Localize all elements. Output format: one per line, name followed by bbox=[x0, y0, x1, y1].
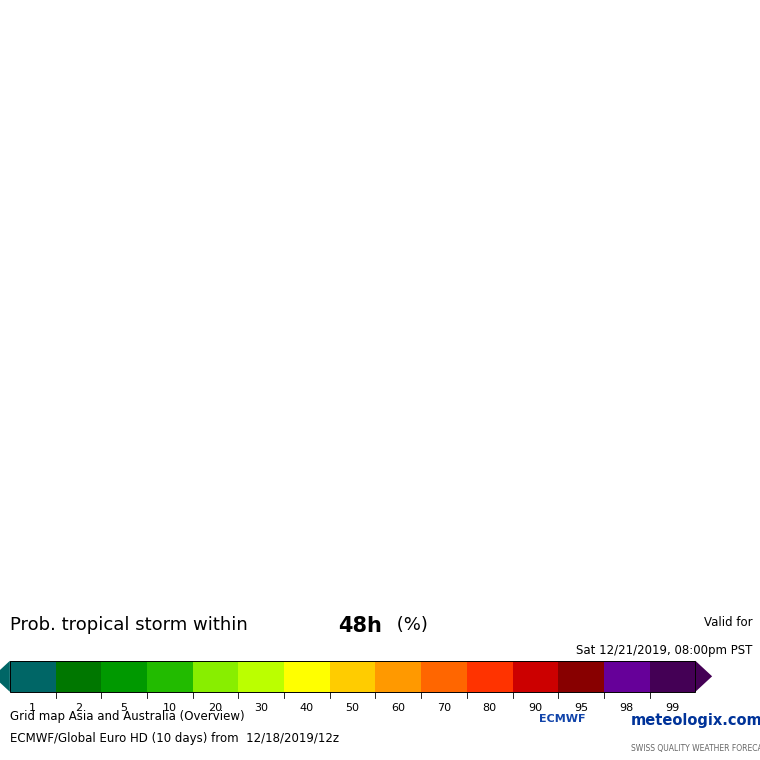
Bar bbox=[421, 660, 467, 692]
Text: 48h: 48h bbox=[338, 616, 382, 636]
Text: ECMWF: ECMWF bbox=[539, 714, 586, 724]
Text: 2: 2 bbox=[75, 703, 82, 713]
Polygon shape bbox=[0, 660, 10, 692]
Text: 5: 5 bbox=[121, 703, 128, 713]
Text: meteologix.com: meteologix.com bbox=[631, 714, 760, 729]
Bar bbox=[512, 660, 559, 692]
Bar bbox=[467, 660, 512, 692]
Text: 99: 99 bbox=[666, 703, 679, 713]
Bar bbox=[284, 660, 330, 692]
Text: 10: 10 bbox=[163, 703, 177, 713]
Text: Sat 12/21/2019, 08:00pm PST: Sat 12/21/2019, 08:00pm PST bbox=[576, 644, 752, 657]
Bar bbox=[239, 660, 284, 692]
Text: 50: 50 bbox=[346, 703, 359, 713]
Text: SWISS QUALITY WEATHER FORECASTING: SWISS QUALITY WEATHER FORECASTING bbox=[631, 745, 760, 753]
Text: 80: 80 bbox=[483, 703, 497, 713]
Bar bbox=[10, 660, 55, 692]
Bar bbox=[650, 660, 695, 692]
Bar bbox=[101, 660, 147, 692]
Text: Valid for: Valid for bbox=[704, 616, 752, 629]
Bar bbox=[559, 660, 604, 692]
Text: 95: 95 bbox=[574, 703, 588, 713]
Text: (%): (%) bbox=[391, 616, 429, 634]
Bar bbox=[604, 660, 650, 692]
Text: Prob. tropical storm within: Prob. tropical storm within bbox=[10, 616, 253, 634]
Bar bbox=[193, 660, 239, 692]
Bar bbox=[375, 660, 421, 692]
Bar bbox=[147, 660, 193, 692]
Text: 98: 98 bbox=[619, 703, 634, 713]
Text: 30: 30 bbox=[255, 703, 268, 713]
Bar bbox=[330, 660, 375, 692]
Text: 1: 1 bbox=[29, 703, 36, 713]
Text: This service is based on data and products of the European Centre for Medium-ran: This service is based on data and produc… bbox=[4, 7, 546, 15]
Text: Grid map Asia and Australia (Overview): Grid map Asia and Australia (Overview) bbox=[10, 711, 245, 724]
Text: 60: 60 bbox=[391, 703, 405, 713]
Bar bbox=[10, 660, 695, 692]
Polygon shape bbox=[695, 660, 712, 692]
Text: 20: 20 bbox=[208, 703, 223, 713]
Text: 40: 40 bbox=[300, 703, 314, 713]
Text: 90: 90 bbox=[528, 703, 543, 713]
Bar bbox=[55, 660, 101, 692]
Text: 70: 70 bbox=[437, 703, 451, 713]
Text: ECMWF/Global Euro HD (10 days) from  12/18/2019/12z: ECMWF/Global Euro HD (10 days) from 12/1… bbox=[10, 732, 339, 745]
